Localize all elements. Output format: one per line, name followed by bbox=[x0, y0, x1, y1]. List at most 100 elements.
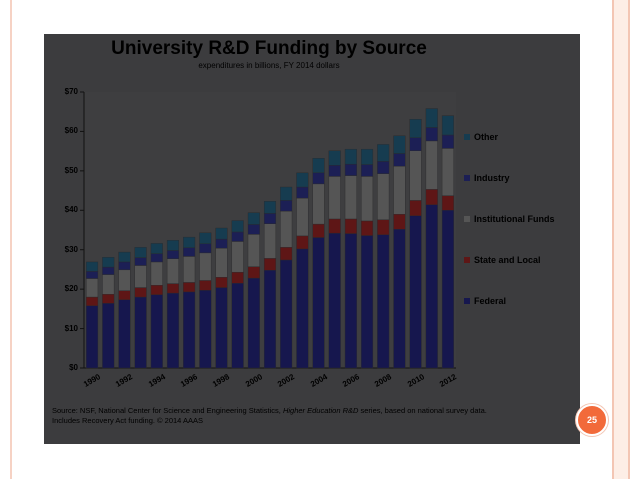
bar-segment-federal-1991 bbox=[102, 303, 115, 369]
bar-segment-industry-2007 bbox=[361, 164, 374, 177]
bar-segment-institutional-funds-2009 bbox=[393, 165, 406, 215]
bar-segment-industry-2009 bbox=[393, 153, 406, 167]
bar-segment-federal-2002 bbox=[280, 259, 293, 369]
bar-segment-state-and-local-2009 bbox=[393, 214, 406, 230]
bar-segment-institutional-funds-2003 bbox=[296, 197, 309, 237]
bar-segment-industry-2008 bbox=[377, 161, 390, 174]
bar-segment-industry-1998 bbox=[215, 238, 228, 249]
bar-segment-industry-2000 bbox=[247, 224, 260, 235]
bar-segment-other-2007 bbox=[361, 148, 374, 165]
y-tick-label: $0 bbox=[69, 363, 78, 372]
bar-segment-state-and-local-2011 bbox=[425, 189, 438, 205]
bar-segment-industry-2003 bbox=[296, 186, 309, 199]
bar-segment-federal-1999 bbox=[231, 283, 244, 369]
bar-segment-other-1991 bbox=[102, 257, 115, 268]
y-tick-label: $60 bbox=[64, 126, 78, 136]
bar-segment-industry-1999 bbox=[231, 231, 244, 242]
bar-segment-federal-1997 bbox=[199, 290, 212, 369]
y-tick-label: $70 bbox=[64, 87, 78, 96]
bar-segment-federal-1994 bbox=[150, 294, 163, 369]
bar-segment-institutional-funds-2007 bbox=[361, 176, 374, 222]
bar-segment-federal-2008 bbox=[377, 234, 390, 369]
bar-segment-state-and-local-1994 bbox=[150, 284, 163, 295]
legend-swatch bbox=[464, 216, 470, 222]
bar-segment-institutional-funds-2012 bbox=[441, 148, 454, 196]
footnote-series-name: Higher Education R&D bbox=[282, 406, 359, 415]
bar-segment-industry-2001 bbox=[263, 213, 277, 224]
bar-segment-industry-2006 bbox=[344, 163, 357, 176]
bar-segment-state-and-local-2001 bbox=[263, 258, 277, 271]
bar-segment-federal-2003 bbox=[296, 248, 309, 369]
bar-segment-other-2004 bbox=[312, 158, 325, 174]
bar-segment-institutional-funds-2006 bbox=[344, 175, 357, 220]
legend-label: Other bbox=[474, 132, 499, 142]
bar-segment-institutional-funds-2010 bbox=[409, 150, 422, 201]
chart-plot bbox=[80, 91, 456, 369]
bar-segment-federal-1996 bbox=[183, 291, 196, 369]
bar-segment-federal-2001 bbox=[263, 270, 277, 369]
bar-segment-state-and-local-2002 bbox=[280, 247, 293, 261]
bar-segment-state-and-local-1995 bbox=[166, 283, 179, 294]
source-footnote: Source: NSF, National Center for Science… bbox=[52, 406, 572, 426]
bar-segment-state-and-local-2010 bbox=[409, 200, 422, 217]
bar-segment-other-1995 bbox=[166, 240, 179, 251]
bar-segment-institutional-funds-1991 bbox=[102, 274, 115, 295]
bar-segment-other-2005 bbox=[328, 150, 341, 166]
left-decorative-rule bbox=[10, 0, 12, 479]
chart-image: University R&D Funding by Source expendi… bbox=[44, 34, 580, 444]
bar-segment-federal-1998 bbox=[215, 287, 228, 369]
bar-segment-federal-2006 bbox=[344, 233, 357, 369]
bar-segment-other-2010 bbox=[409, 119, 422, 138]
bar-segment-state-and-local-2003 bbox=[296, 235, 309, 250]
bar-segment-state-and-local-1998 bbox=[215, 277, 228, 288]
bar-segment-industry-1997 bbox=[199, 243, 212, 254]
bar-segment-other-1990 bbox=[86, 261, 99, 272]
y-tick-label: $40 bbox=[64, 205, 78, 215]
bar-segment-state-and-local-1991 bbox=[102, 294, 115, 304]
bar-segment-other-2006 bbox=[344, 148, 357, 165]
bar-segment-other-1996 bbox=[183, 236, 196, 248]
legend-swatch bbox=[464, 257, 470, 263]
bar-segment-industry-1995 bbox=[166, 250, 179, 259]
bar-segment-institutional-funds-1993 bbox=[134, 265, 147, 288]
bar-segment-institutional-funds-1996 bbox=[183, 256, 196, 283]
page-number-badge: 25 bbox=[576, 404, 608, 436]
bar-segment-other-1992 bbox=[118, 251, 131, 263]
bar-segment-state-and-local-2008 bbox=[377, 219, 390, 235]
y-tick-label: $50 bbox=[64, 165, 78, 175]
bar-segment-other-1999 bbox=[231, 220, 244, 233]
legend-label: State and Local bbox=[474, 255, 541, 265]
bar-segment-industry-1992 bbox=[118, 261, 131, 271]
bar-segment-state-and-local-2005 bbox=[328, 218, 341, 234]
bar-segment-federal-2004 bbox=[312, 237, 325, 369]
y-tick-label: $30 bbox=[64, 244, 78, 254]
bar-segment-institutional-funds-2001 bbox=[263, 223, 277, 259]
bar-segment-industry-2012 bbox=[441, 134, 454, 149]
legend-swatch bbox=[464, 298, 470, 304]
bar-segment-state-and-local-1997 bbox=[199, 280, 212, 291]
footnote-copyright: Includes Recovery Act funding. © 2014 AA… bbox=[52, 416, 204, 425]
bar-segment-industry-2005 bbox=[328, 165, 341, 177]
bar-segment-other-2003 bbox=[296, 172, 309, 188]
bar-segment-federal-2011 bbox=[425, 204, 438, 369]
footnote-source: Source: NSF, National Center for Science… bbox=[52, 406, 283, 415]
bar-segment-institutional-funds-2011 bbox=[425, 140, 438, 190]
bar-segment-state-and-local-1999 bbox=[231, 271, 244, 284]
bar-segment-state-and-local-2012 bbox=[441, 195, 454, 211]
legend-label: Federal bbox=[474, 296, 507, 306]
bar-segment-state-and-local-2004 bbox=[312, 223, 325, 238]
legend-label: Institutional Funds bbox=[474, 214, 555, 224]
y-tick-label: $20 bbox=[64, 284, 78, 294]
bar-segment-federal-1992 bbox=[118, 299, 131, 369]
bar-segment-institutional-funds-1992 bbox=[118, 269, 131, 291]
footnote-source-tail: series, based on national survey data. bbox=[358, 406, 487, 415]
bar-segment-federal-2012 bbox=[441, 210, 454, 369]
bar-segment-federal-2010 bbox=[409, 215, 422, 369]
bar-segment-institutional-funds-1998 bbox=[215, 247, 228, 278]
bar-segment-other-2002 bbox=[280, 186, 293, 201]
bar-segment-industry-2010 bbox=[409, 137, 422, 151]
bar-segment-state-and-local-2000 bbox=[247, 266, 260, 279]
bar-segment-institutional-funds-2005 bbox=[328, 176, 341, 220]
bar-segment-federal-2005 bbox=[328, 232, 341, 369]
bar-segment-other-1994 bbox=[150, 243, 163, 254]
